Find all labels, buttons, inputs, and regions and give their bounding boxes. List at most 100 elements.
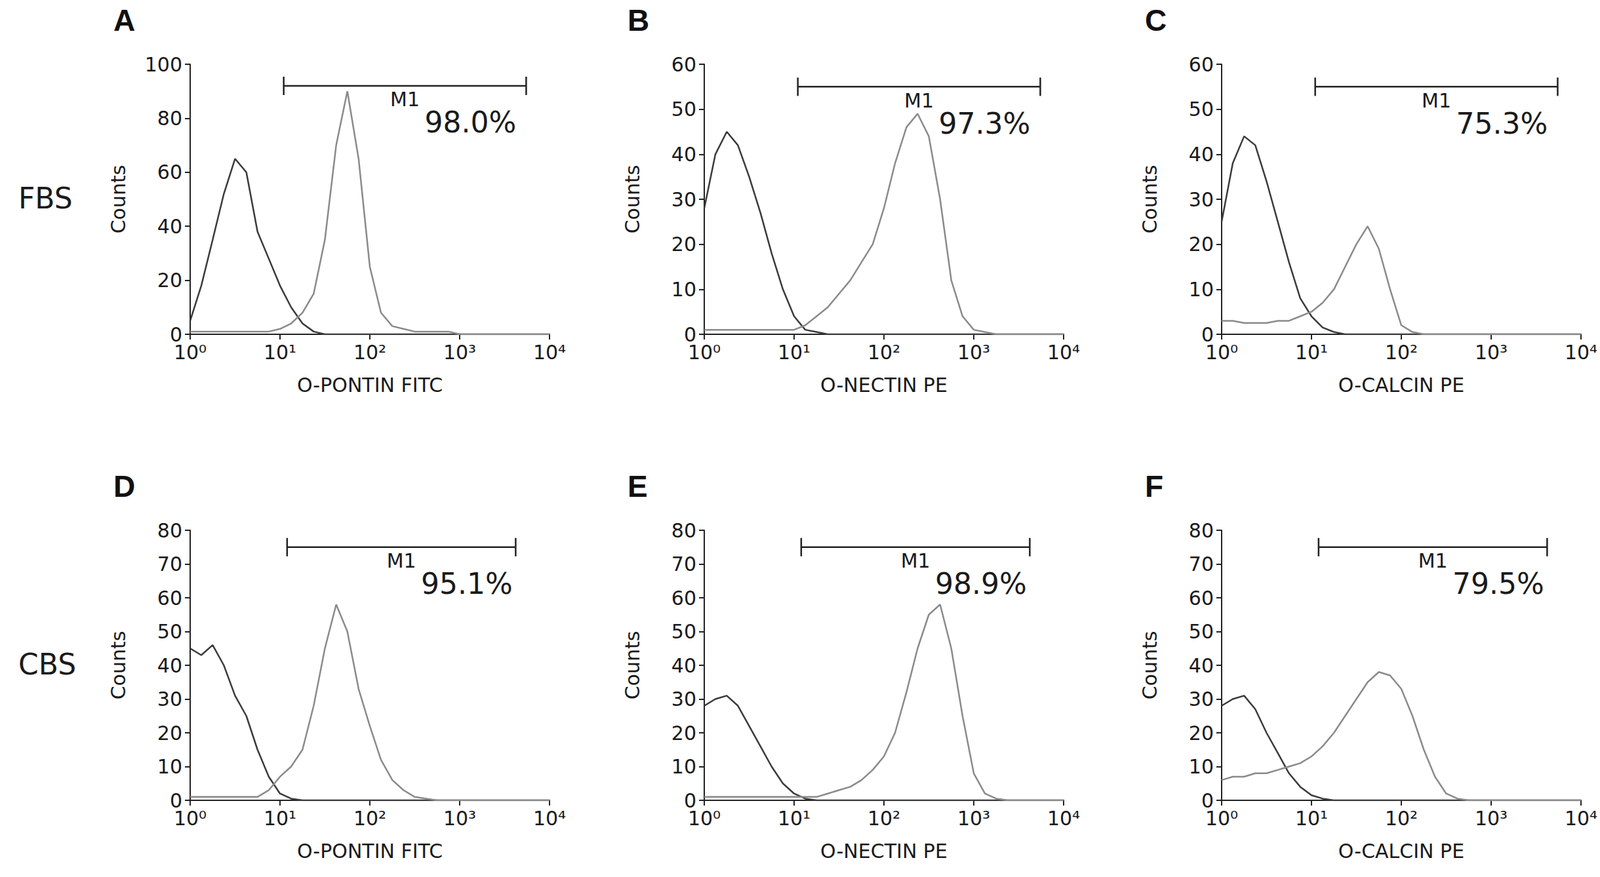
svg-text:B: B <box>627 3 650 38</box>
svg-text:10¹: 10¹ <box>777 807 811 831</box>
svg-text:Counts: Counts <box>620 165 644 235</box>
svg-text:E: E <box>627 469 648 504</box>
svg-text:60: 60 <box>671 586 697 610</box>
svg-text:40: 40 <box>671 142 697 166</box>
svg-text:Counts: Counts <box>106 631 130 701</box>
svg-text:40: 40 <box>1188 654 1214 678</box>
svg-text:F: F <box>1144 469 1164 504</box>
svg-text:50: 50 <box>671 97 697 121</box>
svg-text:Counts: Counts <box>106 165 130 235</box>
svg-text:10: 10 <box>671 278 697 301</box>
svg-text:97.3%: 97.3% <box>939 106 1031 141</box>
svg-text:30: 30 <box>671 188 697 212</box>
svg-text:10: 10 <box>157 755 183 779</box>
svg-text:10⁰: 10⁰ <box>173 807 207 831</box>
svg-text:20: 20 <box>671 721 697 745</box>
svg-text:FBS: FBS <box>18 181 73 216</box>
svg-text:70: 70 <box>671 552 697 576</box>
svg-text:75.3%: 75.3% <box>1456 106 1549 141</box>
svg-text:O-PONTIN FITC: O-PONTIN FITC <box>297 373 443 397</box>
svg-text:50: 50 <box>1188 97 1214 121</box>
svg-text:79.5%: 79.5% <box>1452 567 1545 601</box>
svg-text:60: 60 <box>671 53 697 77</box>
svg-text:50: 50 <box>671 620 697 644</box>
svg-text:30: 30 <box>1188 687 1214 711</box>
svg-text:30: 30 <box>1188 188 1214 212</box>
svg-text:20: 20 <box>157 721 183 745</box>
svg-text:80: 80 <box>157 519 183 543</box>
svg-text:M1: M1 <box>900 549 931 573</box>
svg-text:10³: 10³ <box>443 807 477 831</box>
svg-text:10⁴: 10⁴ <box>533 807 566 831</box>
svg-text:70: 70 <box>157 552 183 576</box>
svg-text:98.9%: 98.9% <box>935 567 1027 601</box>
svg-text:10⁰: 10⁰ <box>687 807 721 831</box>
svg-text:M1: M1 <box>1418 549 1448 573</box>
svg-text:60: 60 <box>157 586 183 610</box>
svg-text:10³: 10³ <box>957 340 991 364</box>
svg-text:40: 40 <box>1188 142 1214 166</box>
svg-text:60: 60 <box>1188 53 1214 77</box>
svg-text:40: 40 <box>157 215 183 239</box>
svg-text:M1: M1 <box>904 89 934 113</box>
svg-text:M1: M1 <box>390 87 420 111</box>
svg-text:80: 80 <box>157 106 183 130</box>
svg-text:O-CALCIN PE: O-CALCIN PE <box>1338 840 1465 863</box>
svg-text:10⁴: 10⁴ <box>1047 340 1080 364</box>
svg-text:10⁴: 10⁴ <box>1047 807 1080 831</box>
svg-text:O-PONTIN FITC: O-PONTIN FITC <box>297 840 443 863</box>
svg-text:10¹: 10¹ <box>263 807 297 831</box>
svg-text:20: 20 <box>671 232 697 256</box>
svg-text:10: 10 <box>1188 278 1214 301</box>
svg-text:50: 50 <box>1188 620 1214 644</box>
svg-text:Counts: Counts <box>620 631 644 701</box>
svg-text:10¹: 10¹ <box>1295 340 1328 364</box>
svg-text:60: 60 <box>1188 586 1214 610</box>
svg-text:80: 80 <box>671 519 697 543</box>
svg-text:Counts: Counts <box>1138 631 1162 701</box>
svg-text:10²: 10² <box>867 340 901 364</box>
svg-text:10⁴: 10⁴ <box>533 340 566 364</box>
svg-text:10¹: 10¹ <box>777 340 811 364</box>
svg-text:50: 50 <box>157 620 183 644</box>
svg-text:40: 40 <box>157 654 183 678</box>
svg-text:M1: M1 <box>386 549 417 573</box>
svg-text:O-NECTIN PE: O-NECTIN PE <box>820 373 948 397</box>
svg-text:C: C <box>1144 3 1167 38</box>
svg-text:10⁰: 10⁰ <box>687 340 721 364</box>
svg-text:10³: 10³ <box>443 340 477 364</box>
svg-text:20: 20 <box>1188 232 1214 256</box>
svg-text:30: 30 <box>671 687 697 711</box>
svg-text:M1: M1 <box>1421 89 1452 113</box>
svg-text:100: 100 <box>144 53 183 77</box>
svg-text:10²: 10² <box>1384 807 1418 831</box>
svg-text:10³: 10³ <box>957 807 991 831</box>
svg-text:CBS: CBS <box>18 647 77 682</box>
svg-text:10²: 10² <box>867 807 901 831</box>
svg-text:10: 10 <box>671 755 697 779</box>
svg-text:10³: 10³ <box>1474 807 1508 831</box>
svg-text:20: 20 <box>157 268 183 292</box>
svg-text:O-NECTIN PE: O-NECTIN PE <box>820 840 948 863</box>
svg-text:10⁰: 10⁰ <box>1205 807 1239 831</box>
svg-text:30: 30 <box>157 687 183 711</box>
svg-text:A: A <box>113 3 136 38</box>
svg-text:70: 70 <box>1188 552 1214 576</box>
svg-text:10⁴: 10⁴ <box>1564 340 1598 364</box>
svg-text:80: 80 <box>1188 519 1214 543</box>
svg-text:10⁰: 10⁰ <box>173 340 207 364</box>
svg-text:10²: 10² <box>353 340 387 364</box>
svg-text:40: 40 <box>671 654 697 678</box>
svg-text:Counts: Counts <box>1138 165 1162 235</box>
svg-text:10: 10 <box>1188 755 1214 779</box>
svg-text:O-CALCIN PE: O-CALCIN PE <box>1338 373 1465 397</box>
svg-text:20: 20 <box>1188 721 1214 745</box>
svg-text:10⁰: 10⁰ <box>1205 340 1239 364</box>
svg-text:10³: 10³ <box>1474 340 1508 364</box>
svg-text:10¹: 10¹ <box>263 340 297 364</box>
svg-text:D: D <box>113 469 136 504</box>
svg-text:10²: 10² <box>353 807 387 831</box>
svg-text:98.0%: 98.0% <box>424 105 517 140</box>
svg-text:10¹: 10¹ <box>1295 807 1328 831</box>
svg-text:10²: 10² <box>1384 340 1418 364</box>
